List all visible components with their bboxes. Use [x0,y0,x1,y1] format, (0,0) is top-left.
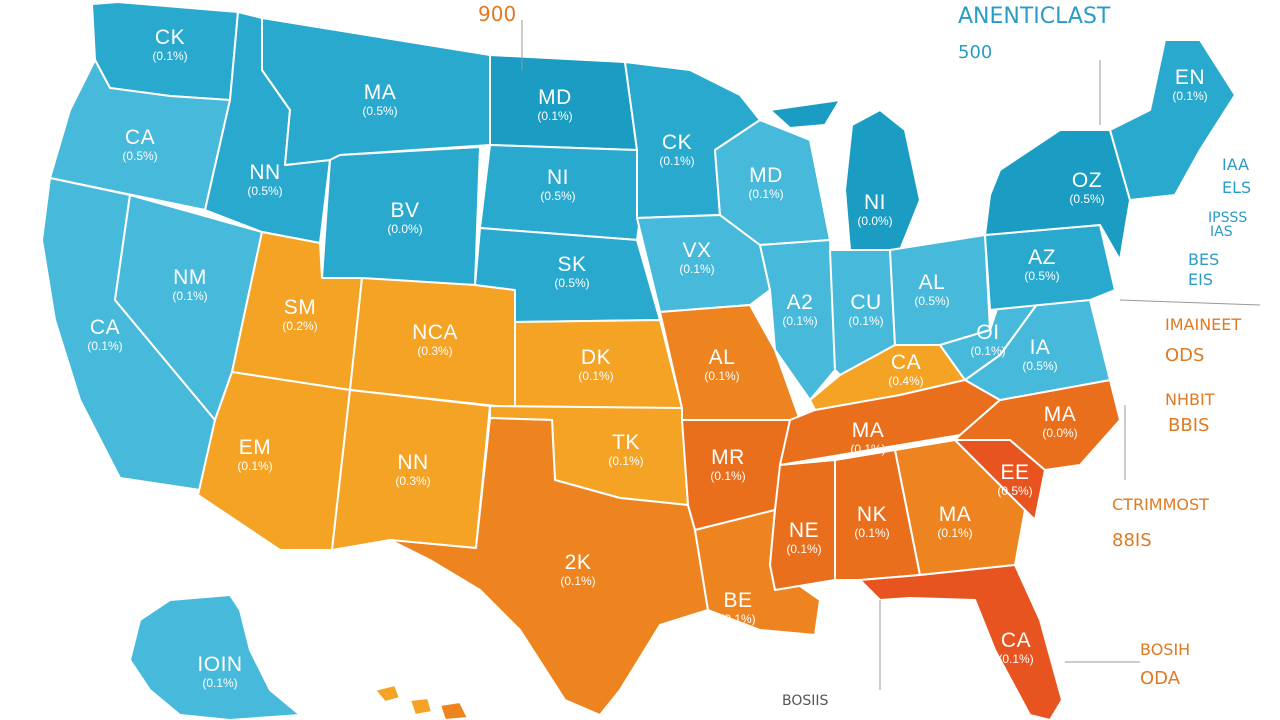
side-label: CTRIMMOST [1112,495,1209,514]
map-title-value: 500 [958,42,993,63]
side-label: BBIS [1168,415,1210,436]
map-title: ANENTICLAST [958,4,1111,29]
state-me[interactable] [1109,39,1236,201]
state-ak[interactable] [129,594,301,720]
state-nm[interactable] [331,389,491,551]
side-label: ODS [1165,345,1205,366]
side-label: IMAINEET [1165,315,1242,334]
side-label: IPSSS [1208,210,1248,226]
state-wy[interactable] [321,146,481,286]
state-wa[interactable] [91,1,239,101]
side-label: ODA [1140,668,1181,689]
callout-line-right-2 [1119,299,1261,306]
island-hi-1 [374,684,401,703]
side-label: EIS [1188,270,1213,289]
state-ms[interactable] [769,459,836,591]
state-oh[interactable] [889,234,991,346]
top-value: 900 [478,2,517,26]
state-mt[interactable] [261,17,491,166]
state-co[interactable] [349,277,516,409]
state-ga[interactable] [894,439,1026,576]
state-mi[interactable] [769,99,921,251]
side-label: NHBIT [1165,390,1215,409]
state-ks[interactable] [514,319,683,409]
side-label: BOSIH [1140,640,1191,659]
state-nd[interactable] [489,54,638,151]
island-hi-3 [439,701,469,720]
side-label: BES [1188,250,1220,269]
side-label: BOSIIS [782,693,829,709]
state-sd[interactable] [479,144,641,241]
state-tx[interactable] [389,417,709,716]
state-pa[interactable] [984,224,1116,311]
side-label: ELS [1222,178,1252,197]
side-label: IAS [1210,224,1233,240]
side-label: 88IS [1112,530,1152,551]
island-hi-2 [409,697,433,716]
state-fl[interactable] [859,564,1063,720]
side-label: IAA [1222,155,1250,174]
state-ny[interactable] [984,129,1131,261]
